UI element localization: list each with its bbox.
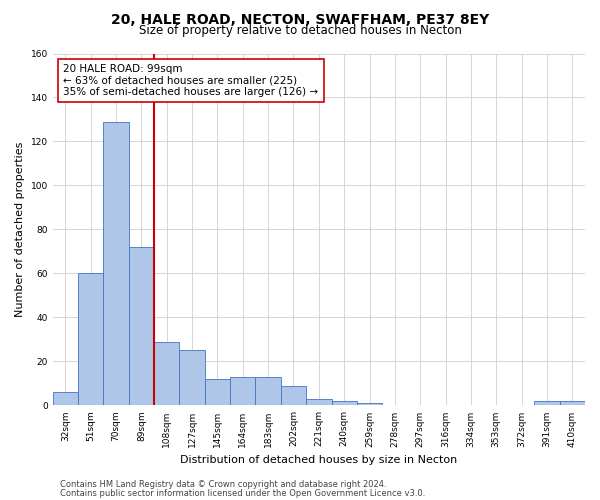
Text: Contains HM Land Registry data © Crown copyright and database right 2024.: Contains HM Land Registry data © Crown c…	[60, 480, 386, 489]
Bar	[306, 399, 332, 406]
Text: 20, HALE ROAD, NECTON, SWAFFHAM, PE37 8EY: 20, HALE ROAD, NECTON, SWAFFHAM, PE37 8E…	[111, 12, 489, 26]
Bar	[154, 342, 179, 406]
Bar	[256, 377, 281, 406]
Bar	[179, 350, 205, 406]
X-axis label: Distribution of detached houses by size in Necton: Distribution of detached houses by size …	[180, 455, 457, 465]
Text: Size of property relative to detached houses in Necton: Size of property relative to detached ho…	[139, 24, 461, 37]
Y-axis label: Number of detached properties: Number of detached properties	[15, 142, 25, 317]
Bar	[281, 386, 306, 406]
Bar	[53, 392, 78, 406]
Bar	[205, 379, 230, 406]
Bar	[332, 401, 357, 406]
Bar	[78, 274, 103, 406]
Bar	[357, 403, 382, 406]
Bar	[103, 122, 129, 406]
Bar	[129, 247, 154, 406]
Text: 20 HALE ROAD: 99sqm
← 63% of detached houses are smaller (225)
35% of semi-detac: 20 HALE ROAD: 99sqm ← 63% of detached ho…	[64, 64, 319, 98]
Bar	[535, 401, 560, 406]
Bar	[560, 401, 585, 406]
Text: Contains public sector information licensed under the Open Government Licence v3: Contains public sector information licen…	[60, 488, 425, 498]
Bar	[230, 377, 256, 406]
